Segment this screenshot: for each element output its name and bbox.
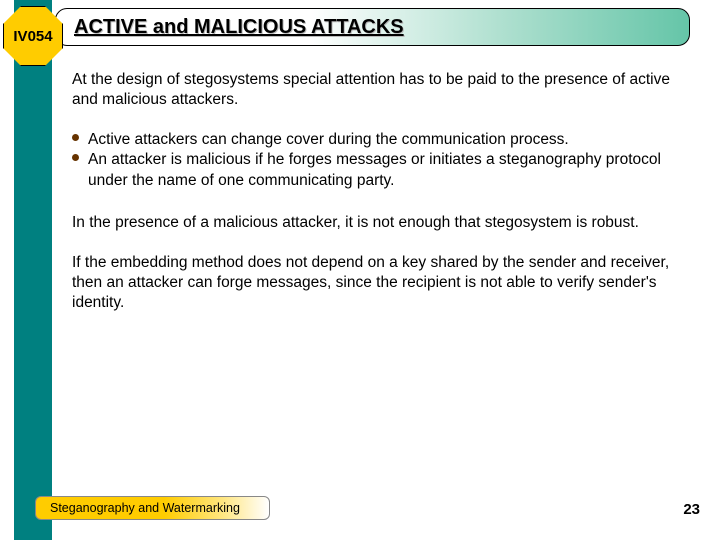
slide-badge: IV054 <box>3 6 63 66</box>
slide-content: At the design of stegosystems special at… <box>72 70 692 333</box>
slide-title: ACTIVE and MALICIOUS ATTACKS <box>74 16 404 39</box>
intro-paragraph: At the design of stegosystems special at… <box>72 70 692 110</box>
page-number: 23 <box>683 501 700 518</box>
bullet-text: An attacker is malicious if he forges me… <box>88 151 661 188</box>
badge-label: IV054 <box>13 29 52 44</box>
paragraph-3: If the embedding method does not depend … <box>72 253 692 313</box>
bullet-icon <box>72 134 79 141</box>
footer-label: Steganography and Watermarking <box>50 501 240 515</box>
paragraph-2: In the presence of a malicious attacker,… <box>72 213 692 233</box>
badge-octagon: IV054 <box>3 6 63 66</box>
title-bar: ACTIVE and MALICIOUS ATTACKS <box>55 8 690 46</box>
footer-bar: Steganography and Watermarking <box>35 496 270 520</box>
bullet-item: An attacker is malicious if he forges me… <box>72 150 692 190</box>
bullet-icon <box>72 154 79 161</box>
bullet-item: Active attackers can change cover during… <box>72 130 692 150</box>
left-accent-stripe <box>14 0 52 540</box>
bullet-text: Active attackers can change cover during… <box>88 131 569 148</box>
bullet-list: Active attackers can change cover during… <box>72 130 692 190</box>
